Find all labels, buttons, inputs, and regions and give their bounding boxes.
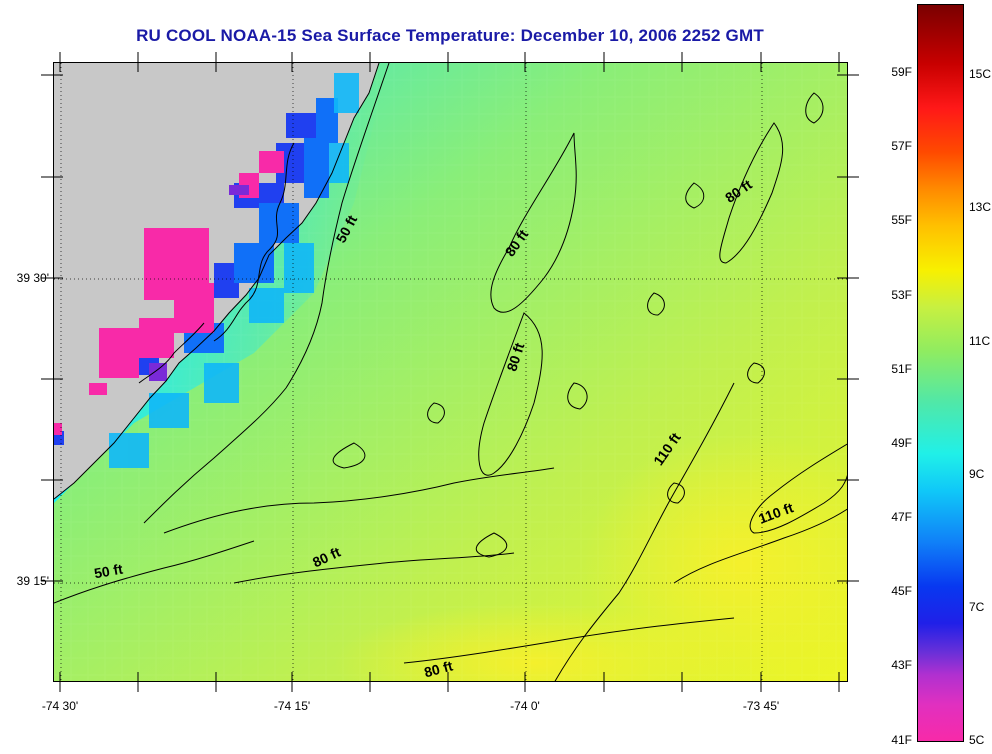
colorbar-f-label: 55F (891, 213, 912, 227)
lat-label: 39 15' (16, 574, 49, 588)
colorbar-f-label: 57F (891, 139, 912, 153)
colorbar-f-label: 45F (891, 584, 912, 598)
colorbar-c-label: 15C (969, 67, 992, 81)
colorbar-c-label: 13C (969, 200, 992, 214)
colorbar-c-label: 9C (969, 467, 985, 481)
lon-label: -74 15' (273, 699, 311, 713)
colorbar-c-label: 5C (969, 733, 985, 747)
lat-label: 39 30' (16, 271, 49, 285)
temperature-colorbar (917, 4, 964, 742)
lon-label: -74 0' (510, 699, 540, 713)
sst-map-canvas (54, 63, 847, 681)
colorbar-f-label: 41F (891, 733, 912, 747)
map-title: RU COOL NOAA-15 Sea Surface Temperature:… (136, 26, 764, 45)
lon-label: -73 45' (742, 699, 780, 713)
colorbar-c-label: 11C (969, 334, 991, 348)
colorbar-f-label: 51F (891, 362, 912, 376)
colorbar-f-label: 47F (891, 510, 912, 524)
colorbar-f-label: 53F (891, 288, 912, 302)
colorbar-c-label: 7C (969, 600, 985, 614)
colorbar-f-label: 59F (891, 65, 912, 79)
sst-map[interactable]: 50 ft 80 ft 80 ft 80 ft 110 ft 110 ft 50… (53, 62, 848, 682)
colorbar-f-label: 49F (891, 436, 912, 450)
colorbar-f-label: 43F (891, 658, 912, 672)
lon-label: -74 30' (41, 699, 79, 713)
